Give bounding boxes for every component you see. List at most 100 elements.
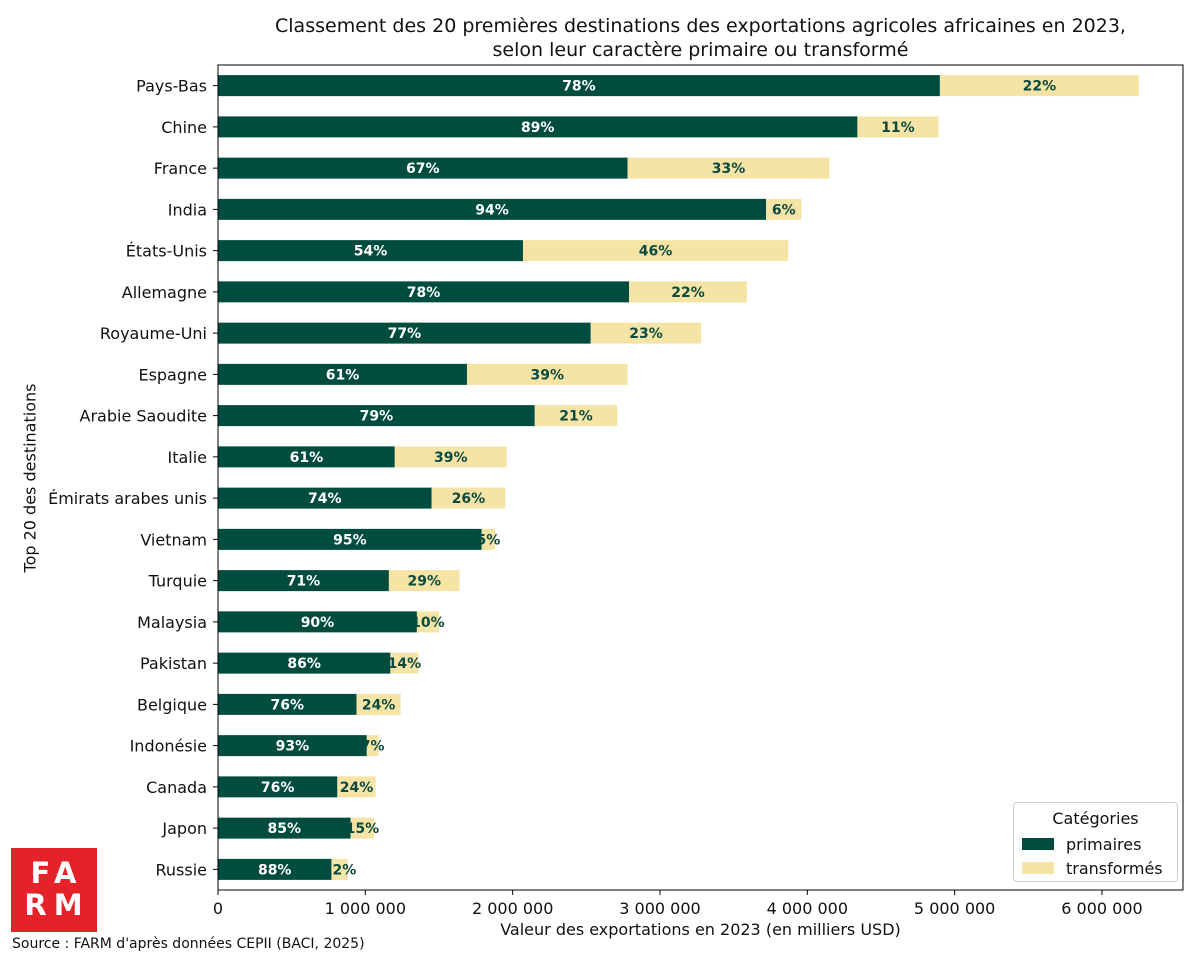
logo-text-line-1: FA	[30, 856, 84, 890]
logo-text-line-2: RM	[24, 888, 90, 922]
bar-data-label: 22%	[671, 285, 705, 301]
chart-title-line-2: selon leur caractère primaire ou transfo…	[492, 39, 909, 61]
bar-transformes	[590, 322, 702, 344]
y-tick-label: Japon	[161, 819, 207, 838]
bar-data-label: 76%	[261, 780, 295, 796]
bar-data-label: 67%	[406, 161, 440, 177]
x-tick-label: 6 000 000	[1061, 899, 1142, 918]
bar-data-label: 39%	[434, 450, 468, 466]
bar-transformes	[522, 240, 789, 262]
bar-data-label: 26%	[452, 491, 486, 507]
bar-transformes	[388, 570, 460, 592]
bar-data-label: 46%	[639, 244, 673, 260]
y-tick-label: Royaume-Uni	[100, 324, 207, 343]
bar-data-label: 79%	[360, 409, 394, 425]
y-tick-label: India	[168, 200, 207, 219]
bar-data-label: 5%	[476, 532, 500, 548]
bar-data-label: 71%	[287, 574, 321, 590]
bar-primaires	[218, 198, 767, 220]
y-tick-label: États-Unis	[126, 242, 207, 261]
x-tick-label: 0	[213, 899, 223, 918]
bar-primaires	[218, 446, 395, 468]
farm-logo: FA RM	[11, 848, 97, 932]
bar-data-label: 77%	[388, 326, 422, 342]
bar-primaires	[218, 611, 417, 633]
x-tick-label: 2 000 000	[472, 899, 553, 918]
y-tick-label: Émirats arabes unis	[48, 489, 207, 508]
bar-data-label: 95%	[333, 532, 367, 548]
bar-data-label: 24%	[340, 780, 374, 796]
bar-transformes	[337, 776, 376, 798]
y-tick-label: Pakistan	[140, 654, 207, 673]
bar-primaires	[218, 75, 940, 97]
y-axis-label: Top 20 des destinations	[20, 383, 40, 573]
bar-data-label: 7%	[361, 739, 385, 755]
bar-transformes	[481, 528, 495, 550]
x-tick-label: 5 000 000	[914, 899, 995, 918]
bar-primaires	[218, 817, 351, 839]
bar-data-label: 61%	[290, 450, 324, 466]
y-tick-label: Belgique	[137, 695, 207, 714]
legend-title: Catégories	[1052, 809, 1139, 828]
bar-primaires	[218, 487, 432, 509]
bar-transformes	[390, 652, 419, 674]
y-tick-label: Allemagne	[122, 283, 207, 302]
bar-primaires	[218, 693, 357, 715]
legend-item-primaires: primaires	[1022, 834, 1141, 854]
bar-data-label: 22%	[1023, 79, 1057, 95]
bar-data-label: 15%	[346, 821, 380, 837]
bar-data-label: 61%	[326, 367, 360, 383]
bar-transformes	[331, 858, 348, 880]
bar-transformes	[350, 817, 375, 839]
bar-transformes	[629, 281, 747, 303]
bar-data-label: 21%	[559, 409, 593, 425]
bar-data-label: 76%	[270, 697, 304, 713]
bar-primaires	[218, 735, 367, 757]
y-tick-label: Espagne	[138, 365, 207, 384]
legend-label-transformes: transformés	[1066, 858, 1163, 878]
bar-data-label: 12%	[323, 862, 357, 878]
bar-data-label: 29%	[408, 574, 442, 590]
bar-primaires	[218, 652, 391, 674]
bar-primaires	[218, 116, 858, 138]
bar-transformes	[627, 157, 830, 179]
legend-label-primaires: primaires	[1066, 834, 1142, 854]
bar-transformes	[394, 446, 507, 468]
bar-data-label: 93%	[276, 739, 310, 755]
bar-transformes	[366, 735, 379, 757]
bar-transformes	[939, 75, 1139, 97]
chart-title-line-1: Classement des 20 premières destinations…	[275, 15, 1126, 37]
y-tick-label: Malaysia	[137, 613, 207, 632]
bar-data-label: 33%	[712, 161, 746, 177]
y-tick-label: France	[154, 159, 207, 178]
bar-data-label: 23%	[629, 326, 663, 342]
bar-transformes	[466, 363, 628, 385]
y-tick-label: Pays-Bas	[136, 77, 207, 96]
y-tick-label: Arabie Saoudite	[80, 407, 207, 426]
bar-data-label: 14%	[388, 656, 422, 672]
source-note: Source : FARM d'après données CEPII (BAC…	[12, 936, 365, 952]
chart-legend: Catégories primaires transformés	[1013, 802, 1178, 882]
bar-primaires	[218, 363, 467, 385]
bar-data-label: 88%	[258, 862, 292, 878]
bar-data-label: 11%	[881, 120, 915, 136]
bar-data-label: 86%	[287, 656, 321, 672]
bar-primaires	[218, 776, 338, 798]
bar-transformes	[431, 487, 506, 509]
bar-data-label: 85%	[268, 821, 302, 837]
bar-data-label: 74%	[308, 491, 342, 507]
bar-data-label: 90%	[301, 615, 335, 631]
y-tick-label: Chine	[161, 118, 207, 137]
bar-primaires	[218, 528, 482, 550]
bar-primaires	[218, 157, 628, 179]
bar-primaires	[218, 281, 630, 303]
bar-transformes	[857, 116, 939, 138]
y-tick-label: Russie	[156, 860, 208, 879]
x-tick-label: 4 000 000	[767, 899, 848, 918]
bar-primaires	[218, 570, 389, 592]
bar-data-label: 10%	[411, 615, 445, 631]
legend-swatch-transformes	[1022, 862, 1054, 874]
bar-data-label: 24%	[362, 697, 396, 713]
y-tick-label: Italie	[167, 448, 207, 467]
bar-transformes	[416, 611, 439, 633]
